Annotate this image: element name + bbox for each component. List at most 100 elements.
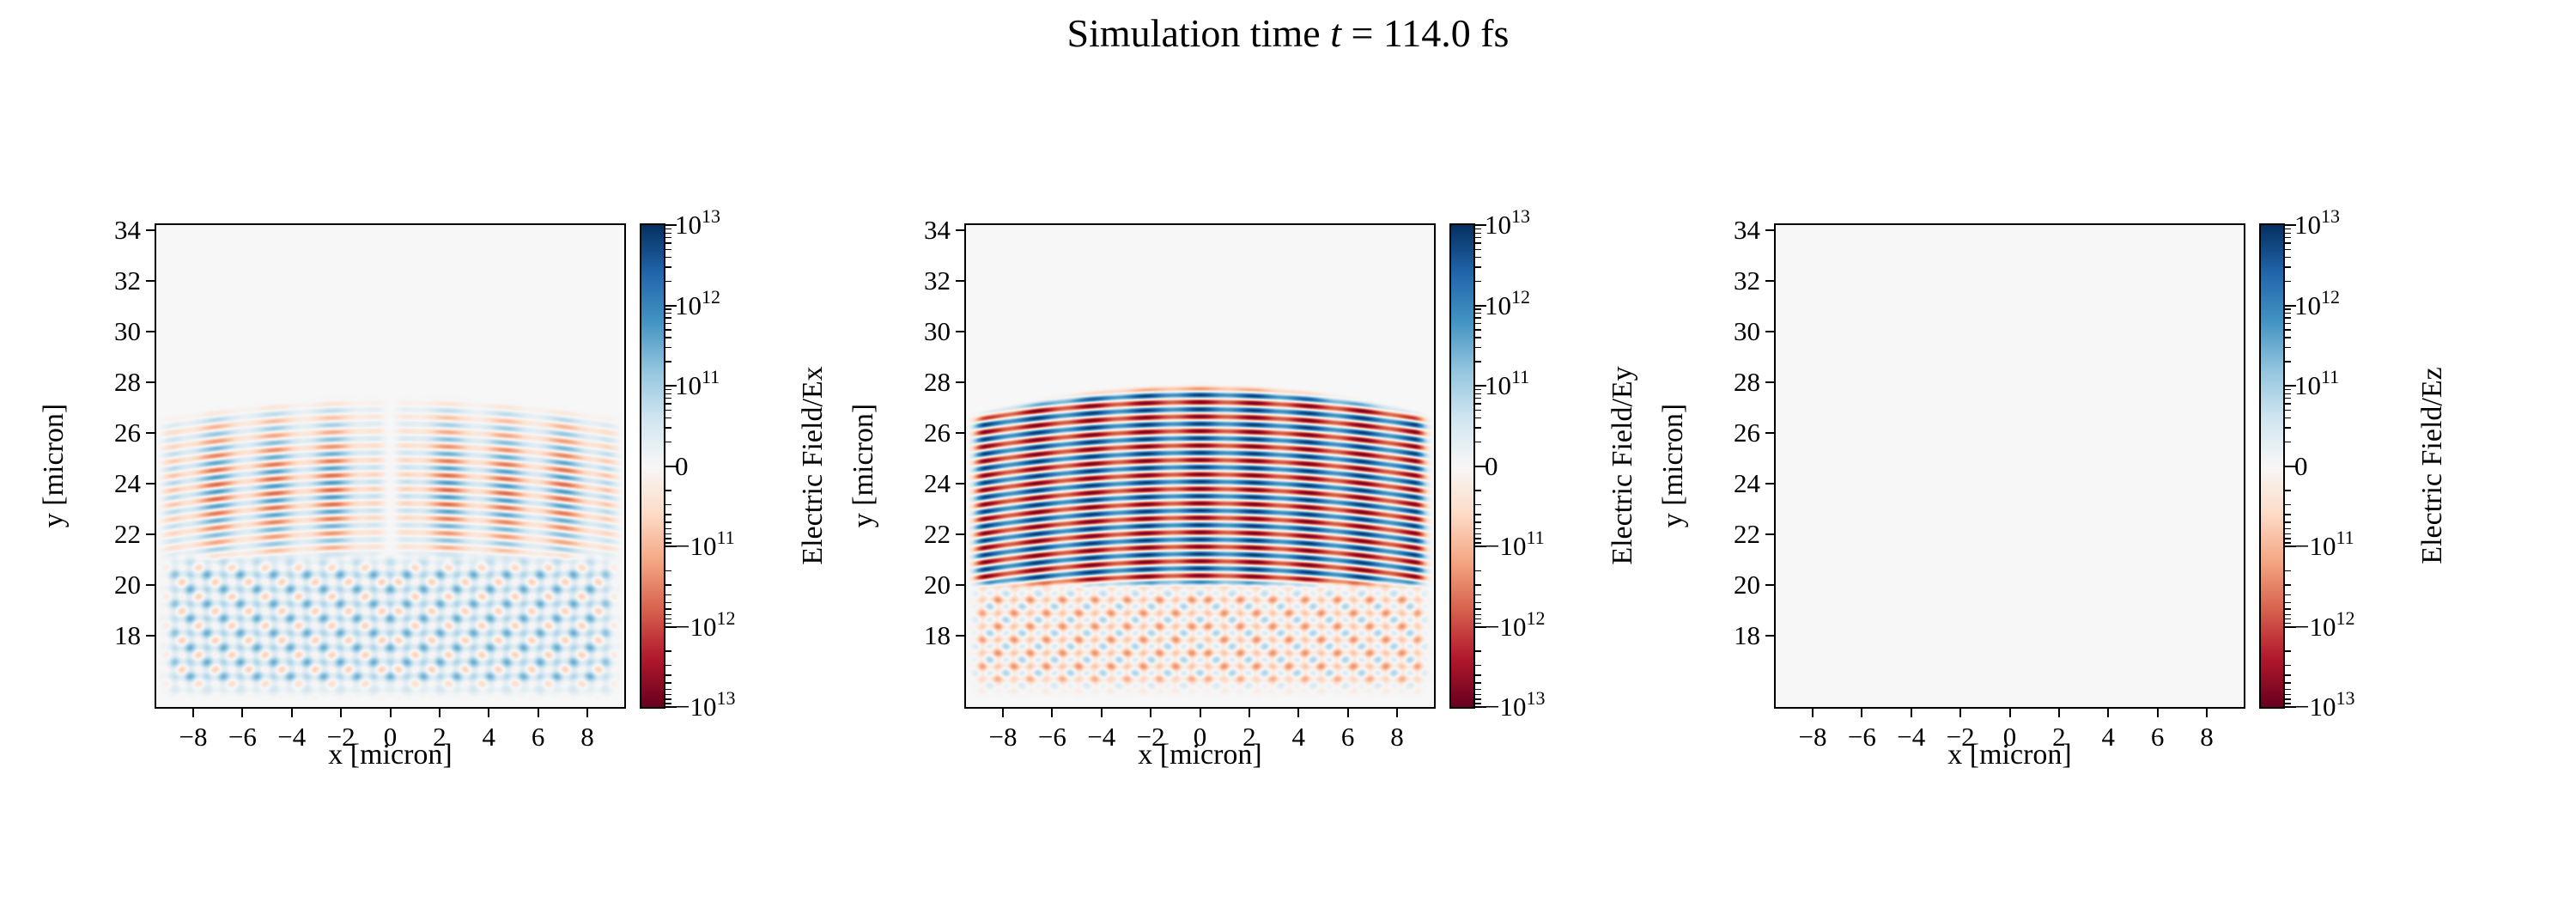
- colorbar-tick-exponent: 13: [1526, 687, 1546, 709]
- colorbar-minor-tick: [665, 538, 671, 539]
- colorbar-minor-tick: [665, 703, 671, 704]
- colorbar-tick-exponent: 12: [702, 285, 720, 308]
- colorbar-minor-tick: [2285, 664, 2291, 666]
- colorbar-tick-exponent: 11: [2336, 527, 2354, 548]
- y-tick-label: 26: [114, 417, 141, 448]
- y-tick-mark: [956, 381, 964, 384]
- colorbar-tick-exponent: 12: [1511, 285, 1530, 308]
- x-tick-label: 2: [2052, 722, 2066, 752]
- colorbar-major-tick: [2285, 385, 2296, 387]
- colorbar-minor-tick: [665, 409, 671, 411]
- colorbar-tick-mantissa: 10: [1485, 289, 1511, 320]
- colorbar-minor-tick: [1475, 608, 1481, 610]
- colorbar-minor-tick: [2285, 280, 2291, 283]
- colorbar-minor-tick: [2285, 266, 2291, 268]
- x-tick-mark: [290, 709, 293, 717]
- colorbar-minor-tick: [2285, 346, 2291, 349]
- y-tick-mark: [1765, 432, 1774, 435]
- colorbar-tick-mantissa: 0: [2294, 450, 2308, 481]
- x-tick-label: −4: [1087, 722, 1116, 752]
- x-tick-mark: [2205, 709, 2208, 717]
- colorbar-minor-tick: [1475, 266, 1481, 268]
- colorbar-minor-tick: [1475, 417, 1481, 419]
- y-tick-label: 20: [114, 570, 141, 600]
- colorbar-tick-mantissa: 10: [675, 210, 702, 240]
- colorbar-minor-tick: [1475, 674, 1481, 676]
- x-tick-mark: [241, 709, 244, 717]
- colorbar-minor-tick: [1475, 361, 1481, 363]
- colorbar-tick-label: −1012: [1485, 607, 1605, 646]
- x-tick-label: −2: [1946, 722, 1975, 752]
- y-tick-mark: [956, 584, 964, 587]
- colorbar-minor-tick: [1475, 682, 1481, 684]
- colorbar-minor-tick: [2285, 317, 2291, 319]
- x-tick-label: 0: [2002, 722, 2017, 752]
- colorbar-minor-tick: [2285, 703, 2291, 704]
- colorbar-major-tick: [1475, 224, 1486, 226]
- colorbar-minor-tick: [665, 346, 671, 349]
- colorbar-minor-tick: [665, 601, 671, 604]
- colorbar-tick-label: 1013: [675, 205, 795, 244]
- colorbar-minor-tick: [1475, 542, 1481, 544]
- colorbar-minor-tick: [2285, 322, 2291, 325]
- x-tick-label: 4: [2101, 722, 2115, 752]
- x-tick-label: 2: [433, 722, 447, 752]
- x-axis-label: x [micron]: [1947, 739, 2072, 771]
- y-tick-label: 32: [1734, 265, 1760, 296]
- x-tick-mark: [1812, 709, 1814, 717]
- x-tick-mark: [537, 709, 539, 717]
- x-tick-mark: [586, 709, 588, 717]
- colorbar-minor-tick: [665, 248, 671, 251]
- colorbar-major-tick: [2285, 625, 2296, 628]
- figure-title-prefix: Simulation time: [1066, 11, 1331, 55]
- colorbar-tick-mantissa: −10: [675, 611, 717, 642]
- colorbar-minor-tick: [1475, 248, 1481, 251]
- colorbar-minor-tick: [665, 694, 671, 696]
- colorbar-minor-tick: [2285, 608, 2291, 610]
- colorbar-minor-tick: [1475, 397, 1481, 399]
- colorbar-minor-tick: [665, 521, 671, 523]
- colorbar-tick-exponent: 13: [1511, 205, 1530, 227]
- y-tick-label: 18: [924, 620, 951, 651]
- y-tick-mark: [956, 432, 964, 435]
- colorbar-tick-label: −1013: [1485, 687, 1605, 726]
- colorbar-minor-tick: [1475, 337, 1481, 338]
- y-tick-label: 24: [114, 468, 141, 499]
- colorbar-major-tick: [665, 706, 677, 708]
- colorbar-major-tick: [2285, 465, 2296, 467]
- x-tick-mark: [438, 709, 440, 717]
- colorbar-minor-tick: [665, 527, 671, 530]
- x-tick-label: −6: [1847, 722, 1876, 752]
- colorbar-tick-label: 1012: [1485, 285, 1605, 325]
- colorbar-minor-tick: [665, 608, 671, 610]
- colorbar-minor-tick: [1475, 694, 1481, 696]
- colorbar-minor-tick: [2285, 248, 2291, 251]
- colorbar-minor-tick: [1475, 280, 1481, 283]
- colorbar-minor-tick: [2285, 514, 2291, 515]
- y-tick-mark: [1765, 279, 1774, 282]
- x-tick-label: 6: [2150, 722, 2165, 752]
- colorbar-minor-tick: [2285, 403, 2291, 405]
- y-tick-mark: [146, 483, 155, 485]
- colorbar-major-tick: [2285, 545, 2296, 547]
- y-tick-label: 34: [1734, 214, 1760, 245]
- figure-title-variable: t: [1330, 11, 1341, 55]
- y-tick-label: 20: [1734, 570, 1760, 600]
- colorbar-ey: [1449, 223, 1475, 709]
- colorbar-tick-label: 1013: [1485, 205, 1605, 244]
- x-tick-mark: [1861, 709, 1863, 717]
- x-tick-mark: [2107, 709, 2110, 717]
- colorbar-minor-tick: [2285, 308, 2291, 310]
- colorbar-tick-label: 0: [1485, 450, 1605, 483]
- colorbar-major-tick: [665, 385, 677, 387]
- x-tick-label: −8: [179, 722, 208, 752]
- colorbar-major-tick: [1475, 385, 1486, 387]
- x-tick-mark: [1248, 709, 1250, 717]
- y-tick-label: 34: [924, 214, 951, 245]
- colorbar-minor-tick: [665, 280, 671, 283]
- x-tick-label: −6: [228, 722, 257, 752]
- colorbar-minor-tick: [665, 584, 671, 586]
- colorbar-label-ez: Electric Field/Ez: [2416, 367, 2448, 564]
- colorbar-tick-exponent: 12: [1526, 606, 1546, 629]
- x-tick-mark: [2057, 709, 2060, 717]
